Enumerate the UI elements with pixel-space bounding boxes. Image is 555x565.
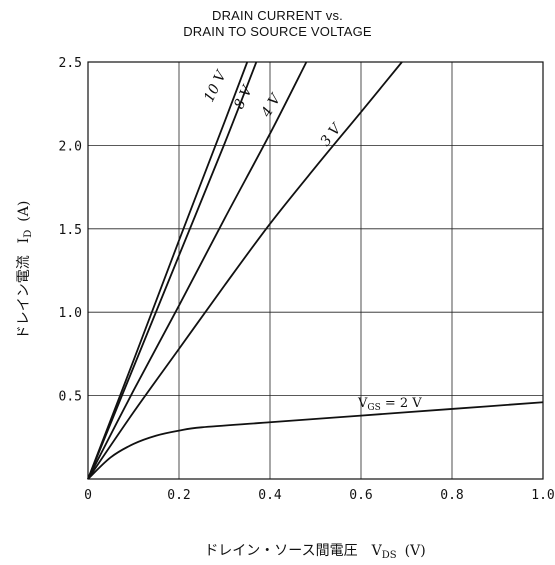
y-tick-label: 2.5	[59, 56, 82, 71]
x-tick-label: 0.4	[258, 488, 282, 503]
x-tick-label: 1.0	[531, 488, 554, 503]
y-tick-label: 0.5	[59, 390, 82, 405]
chart-title-line-1: DRAIN CURRENT vs.	[211, 8, 343, 23]
series-label-vgs: VGS = 2 V	[357, 396, 422, 413]
chart-title-line-2: DRAIN TO SOURCE VOLTAGE	[183, 24, 372, 39]
plot-frame	[87, 61, 544, 480]
x-axis-label: ドレイン・ソース間電圧 VDS (V)	[204, 543, 425, 561]
x-tick-label: 0	[84, 488, 92, 503]
x-tick-label: 0.6	[349, 488, 372, 503]
series-line-1	[87, 61, 258, 480]
y-axis-label: ドレイン電流ID(A)	[16, 201, 34, 340]
series-line-4	[87, 401, 544, 480]
series-label: 8 V	[231, 82, 256, 112]
series-line-3	[87, 61, 403, 480]
grid	[88, 62, 543, 479]
series-label: 10 V	[201, 67, 230, 105]
y-tick-label: 2.0	[59, 139, 82, 154]
series-label: 3 V	[318, 120, 346, 150]
x-tick-label: 0.8	[440, 488, 463, 503]
series-label: 4 V	[258, 90, 285, 121]
series-line-2	[87, 61, 308, 480]
curves	[87, 61, 544, 480]
series-line-0	[87, 61, 249, 480]
y-tick-label: 1.5	[59, 223, 82, 238]
x-tick-label: 0.2	[167, 488, 190, 503]
tick-labels: 0 0.2 0.4 0.6 0.8 1.0 0.5 1.0 1.5 2.0 2.5	[59, 56, 555, 503]
y-tick-label: 1.0	[59, 306, 82, 321]
